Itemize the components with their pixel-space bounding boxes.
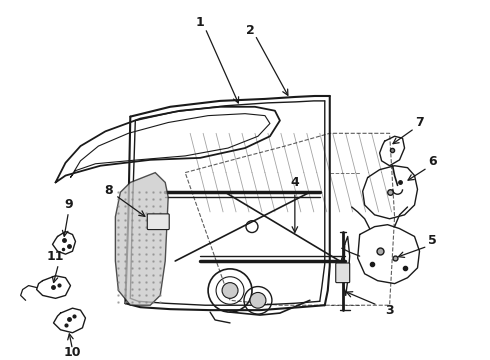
Text: 8: 8 [104,184,113,197]
FancyBboxPatch shape [336,263,350,283]
Text: 6: 6 [428,155,437,168]
FancyBboxPatch shape [147,214,169,230]
Text: 5: 5 [428,234,437,247]
Text: 2: 2 [245,24,254,37]
Text: 10: 10 [64,346,81,359]
Text: 3: 3 [385,303,394,317]
Polygon shape [115,172,168,305]
Circle shape [222,283,238,298]
Text: 4: 4 [291,176,299,189]
Text: 11: 11 [47,249,64,262]
Text: 9: 9 [64,198,73,211]
Text: 1: 1 [196,16,204,29]
Circle shape [250,292,266,308]
Text: 7: 7 [415,116,424,129]
